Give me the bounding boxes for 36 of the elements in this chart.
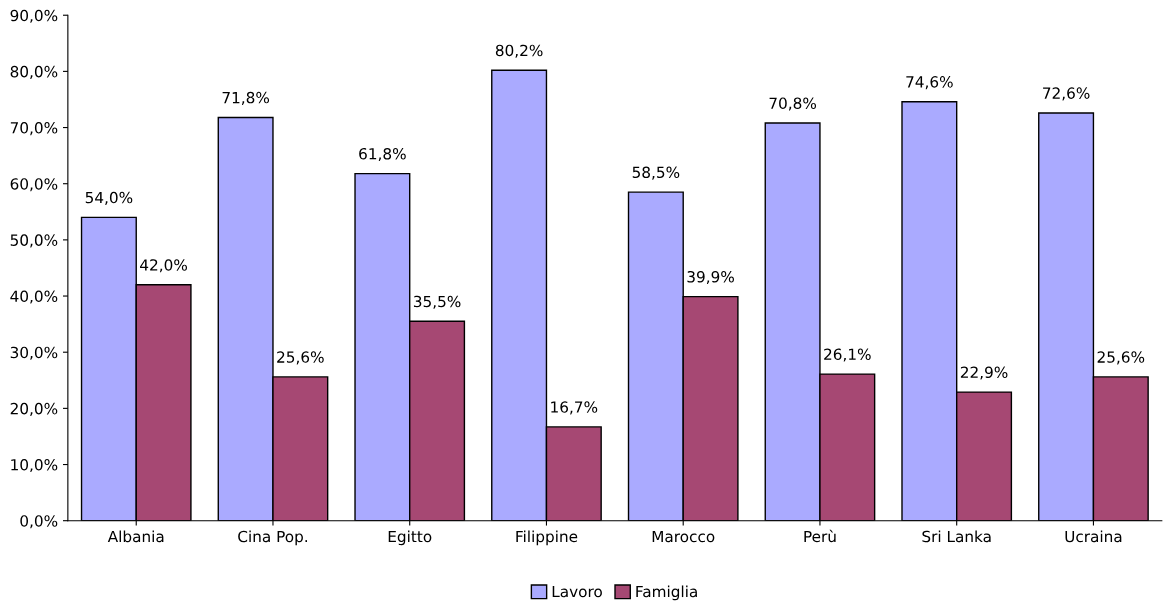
y-tick-label: 10,0% (11, 459, 58, 473)
data-label: 25,6% (1097, 351, 1145, 365)
x-tick-label: Cina Pop. (238, 530, 308, 546)
x-tick-label: Sri Lanka (922, 530, 991, 543)
y-tick-label: 80,0% (10, 65, 58, 79)
y-tick-label: 40,0% (10, 290, 58, 304)
y-tick-label: 70,0% (10, 122, 58, 136)
x-tick-label: Filippine (516, 530, 578, 546)
y-tick-label: 0,0% (20, 515, 58, 529)
y-tick-label: 20,0% (10, 402, 58, 416)
data-label: 22,9% (960, 366, 1008, 380)
data-label: 58,5% (632, 166, 680, 180)
data-label: 26,1% (824, 348, 871, 362)
data-label: 35,5% (413, 295, 461, 309)
data-label: 39,9% (687, 270, 734, 285)
data-label: 25,6% (277, 351, 324, 365)
y-tick-label: 50,0% (10, 234, 58, 248)
x-tick-label: Ucraina (1065, 530, 1122, 543)
data-label: 71,8% (222, 91, 270, 105)
y-tick-label: 30,0% (10, 346, 58, 360)
data-label: 42,0% (140, 259, 187, 273)
data-label: 16,7% (551, 401, 598, 415)
x-tick-label: Perù (804, 529, 836, 543)
data-label: 54,0% (85, 191, 133, 205)
legend-label: Lavoro (552, 585, 602, 598)
data-label: 72,6% (1043, 87, 1090, 101)
legend-label: Famiglia (636, 585, 697, 601)
x-tick-label: Marocco (652, 530, 715, 543)
data-label: 61,8% (359, 147, 406, 162)
data-label: 74,6% (906, 76, 953, 90)
y-tick-label: 90,0% (10, 9, 58, 23)
data-label: 80,2% (495, 44, 543, 58)
y-tick-label: 60,0% (10, 178, 58, 192)
x-tick-label: Egitto (388, 530, 432, 546)
data-label: 70,8% (769, 97, 817, 111)
x-tick-label: Albania (107, 530, 164, 543)
